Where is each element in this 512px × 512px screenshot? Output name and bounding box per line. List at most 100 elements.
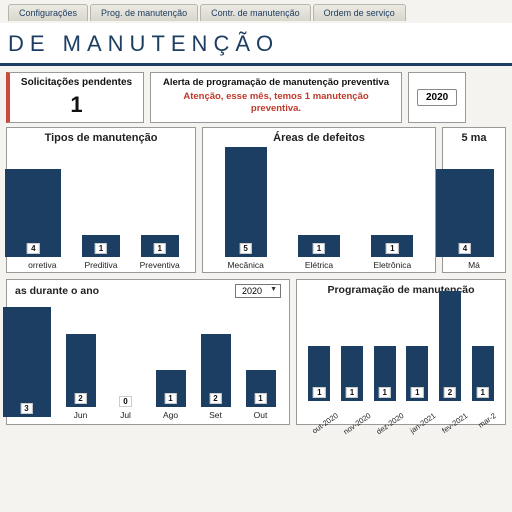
chart-areas-title: Áreas de defeitos: [207, 132, 431, 144]
bar-label: Mecânica: [227, 260, 263, 270]
bar-label: Eletrônica: [373, 260, 411, 270]
bar-label: Preventiva: [140, 260, 180, 270]
card-pending: Solicitações pendentes 1: [6, 72, 144, 123]
chart-areas: Áreas de defeitos 5 Mecânica 1 Elétrica 1 Ele…: [202, 127, 436, 273]
charts-row-1: Tipos de manutenção 4orretiva1Preditiva1…: [0, 127, 512, 279]
bar-value: 4: [27, 243, 39, 254]
bar: 4: [5, 169, 61, 257]
bar: 4: [436, 169, 494, 257]
pending-title: Solicitações pendentes: [18, 77, 135, 88]
pending-value: 1: [18, 92, 135, 118]
chart-tipos: Tipos de manutenção 4orretiva1Preditiva1…: [6, 127, 196, 273]
bar-value: 1: [153, 243, 165, 254]
bar-value: 1: [164, 393, 176, 404]
bar-label: Jun: [74, 410, 88, 420]
chart-tipos-bars: 4 orretiva 1 Preditiva 1 Preventiva: [11, 150, 191, 270]
year-button[interactable]: 2020: [417, 89, 457, 106]
bar-value: 1: [313, 387, 325, 398]
bar-col: 5 Mecânica: [209, 147, 282, 270]
bar: 5: [225, 147, 267, 257]
bar-value: 1: [411, 387, 423, 398]
bar-value: 1: [378, 387, 390, 398]
bar-value: 1: [254, 393, 266, 404]
bar-label: mar-2: [476, 411, 497, 430]
bar: 1: [308, 346, 330, 401]
bar: 1: [341, 346, 363, 401]
bar-label: out-2020: [310, 411, 339, 435]
bar-col: 1 Ago: [148, 370, 193, 420]
card-alert: Alerta de programação de manutenção prev…: [150, 72, 402, 123]
bar-col: 4 Má: [449, 169, 499, 270]
chart-top5-bars: 4 Má: [447, 150, 501, 270]
alert-title: Alerta de programação de manutenção prev…: [159, 77, 393, 88]
monthly-year-select[interactable]: 2020: [235, 284, 281, 298]
bar: 1: [472, 346, 494, 401]
bar: 3: [3, 307, 51, 417]
nav-tabs: Configurações Prog. de manutenção Contr.…: [0, 0, 512, 21]
bar-col: 2fev-2021: [434, 291, 467, 420]
bar-value: 2: [444, 387, 456, 398]
chart-top5-title: 5 ma: [447, 132, 501, 144]
bar: 1: [406, 346, 428, 401]
bar: 1: [141, 235, 179, 257]
bar-label: Jul: [120, 410, 131, 420]
chart-prog-bars: 1out-20201nov-20201dez-20201jan-20212fev…: [301, 302, 501, 420]
tab-contr[interactable]: Contr. de manutenção: [200, 4, 311, 21]
bar-col: 0 Jul: [103, 396, 148, 420]
bar-col: 1nov-2020: [336, 346, 369, 420]
chart-top5: 5 ma 4 Má: [442, 127, 506, 273]
bar-col: 3: [13, 307, 58, 420]
bar: 1: [374, 346, 396, 401]
bar-value: 0: [119, 396, 131, 407]
bar-value: 2: [209, 393, 221, 404]
card-year: 2020: [408, 72, 466, 123]
bar: 1: [298, 235, 340, 257]
chart-prog-title: Programação de manutenção: [301, 284, 501, 296]
bar: 2: [439, 291, 461, 401]
page-title: DE MANUTENÇÃO: [8, 31, 512, 57]
chart-monthly-bars: 3 2 Jun 0 Jul 1 Ago 2 Set 1 Out: [11, 302, 285, 420]
bar-value: 4: [459, 243, 471, 254]
bar-label: fev-2021: [441, 411, 470, 435]
bar-label: Elétrica: [305, 260, 333, 270]
bar-label: Set: [209, 410, 222, 420]
bar-col: 1 Out: [238, 370, 283, 420]
chart-tipos-title: Tipos de manutenção: [11, 132, 191, 144]
tab-prog[interactable]: Prog. de manutenção: [90, 4, 198, 21]
chart-prog: Programação de manutenção 1out-20201nov-…: [296, 279, 506, 425]
bar-col: 1jan-2021: [401, 346, 434, 420]
bar: 2: [66, 334, 96, 407]
chart-monthly: as durante o ano 2020 3 2 Jun 0 Jul 1 Ago 2 Set 1…: [6, 279, 290, 425]
tab-config[interactable]: Configurações: [8, 4, 88, 21]
bar-label: Preditiva: [84, 260, 117, 270]
bar-col: 1mar-2: [466, 346, 499, 420]
bar-col: 2 Set: [193, 334, 238, 420]
bar-value: 1: [386, 243, 398, 254]
bar-value: 1: [95, 243, 107, 254]
bar-value: 2: [74, 393, 86, 404]
bar-label: dez-2020: [375, 411, 406, 436]
bar-col: 1 Elétrica: [282, 235, 355, 270]
summary-cards: Solicitações pendentes 1 Alerta de progr…: [0, 66, 512, 127]
bar: 1: [82, 235, 120, 257]
bar-col: 1 Eletrônica: [356, 235, 429, 270]
bar: 1: [371, 235, 413, 257]
bar-col: 1 Preditiva: [72, 235, 131, 270]
bar-value: 3: [20, 403, 32, 414]
chart-areas-bars: 5 Mecânica 1 Elétrica 1 Eletrônica: [207, 150, 431, 270]
bar-value: 1: [476, 387, 488, 398]
bar-label: Ago: [163, 410, 178, 420]
tab-ordem[interactable]: Ordem de serviço: [313, 4, 406, 21]
title-bar: DE MANUTENÇÃO: [0, 23, 512, 66]
alert-message: Atenção, esse mês, temos 1 manutenção pr…: [159, 91, 393, 115]
chart-monthly-title: as durante o ano: [15, 285, 99, 297]
bar-value: 5: [239, 243, 251, 254]
bar-label: orretiva: [28, 260, 56, 270]
bar-label: Má: [468, 260, 480, 270]
bar-label: jan-2021: [408, 411, 437, 435]
bar-label: Out: [254, 410, 268, 420]
bar-col: 1out-2020: [303, 346, 336, 420]
bar-value: 1: [313, 243, 325, 254]
bar-label: nov-2020: [342, 411, 373, 436]
bar: 2: [201, 334, 231, 407]
